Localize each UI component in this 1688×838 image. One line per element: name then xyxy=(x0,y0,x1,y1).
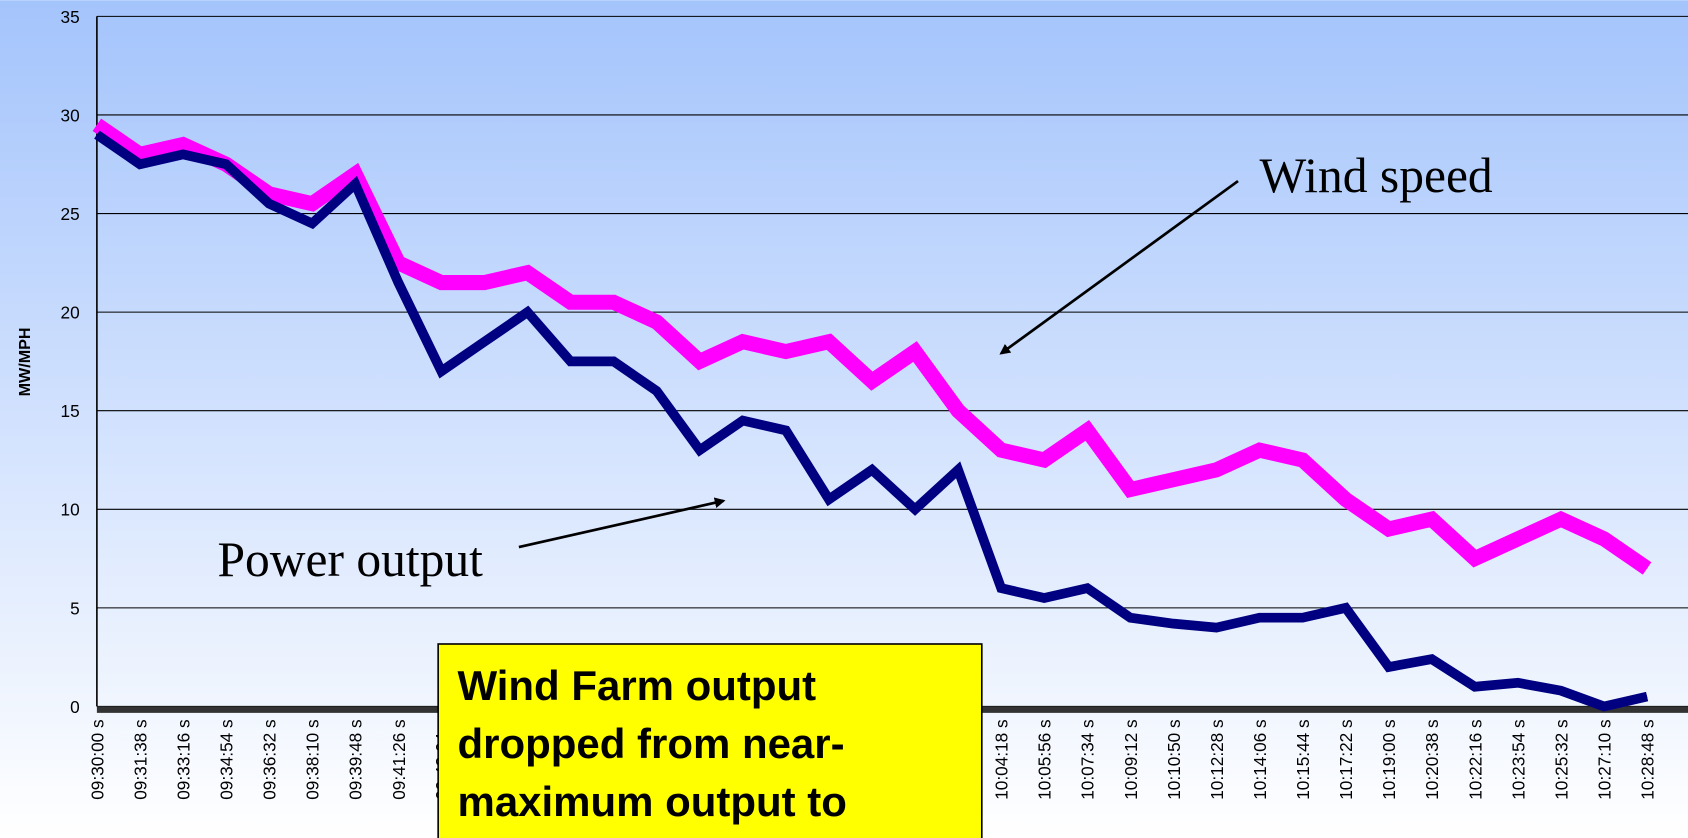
x-tick-label: 10:05:56 s xyxy=(1035,719,1055,799)
x-tick-label: 10:20:38 s xyxy=(1422,719,1442,799)
x-tick-label: 10:07:34 s xyxy=(1078,719,1098,799)
x-tick-label: 10:27:10 s xyxy=(1594,719,1614,799)
x-tick-label: 10:14:06 s xyxy=(1250,719,1270,799)
arrow xyxy=(518,497,726,549)
y-tick-label: 5 xyxy=(70,598,80,618)
annotations: Wind speed Power output xyxy=(217,148,1492,587)
x-tick-label: 09:33:16 s xyxy=(173,719,193,799)
x-tick-label: 09:34:54 s xyxy=(217,719,237,799)
x-tick-label: 10:17:22 s xyxy=(1336,719,1356,799)
x-tick-label: 09:38:10 s xyxy=(303,719,323,799)
x-tick-label: 10:22:16 s xyxy=(1465,719,1485,799)
annotation: Power output xyxy=(217,532,483,587)
series-line-core xyxy=(95,123,1649,570)
x-tick-label: 09:31:38 s xyxy=(130,719,150,799)
y-tick-label: 0 xyxy=(70,697,80,717)
x-tick-label: 09:30:00 s xyxy=(87,719,107,799)
y-tick-label: 30 xyxy=(61,105,80,125)
x-tick-label: 10:12:28 s xyxy=(1207,719,1227,799)
arrow xyxy=(999,179,1239,355)
y-axis-label: MW/MPH xyxy=(16,327,34,396)
callout-text: Wind Farm output xyxy=(458,662,817,709)
callout-text: dropped from near- xyxy=(458,720,845,767)
x-tick-label: 10:28:48 s xyxy=(1638,719,1658,799)
x-tick-label: 10:25:32 s xyxy=(1551,719,1571,799)
x-tick-label: 10:19:00 s xyxy=(1379,719,1399,799)
x-tick-label: 10:10:50 s xyxy=(1164,719,1184,799)
callout-text: maximum output to xyxy=(458,778,847,825)
y-tick-label: 25 xyxy=(61,204,80,224)
x-tick-label: 10:15:44 s xyxy=(1293,719,1313,799)
x-tick-label: 10:23:54 s xyxy=(1508,719,1528,799)
y-tick-label: 35 xyxy=(61,7,80,27)
y-tick-label: 10 xyxy=(61,500,80,520)
annotation: Wind speed xyxy=(1260,148,1493,203)
y-tick-label: 20 xyxy=(61,303,80,323)
x-tick-label: 09:41:26 s xyxy=(389,719,409,799)
x-tick-label: 09:39:48 s xyxy=(346,719,366,799)
x-tick-label: 09:36:32 s xyxy=(260,719,280,799)
series-line-core xyxy=(95,133,1648,709)
y-tick-label: 15 xyxy=(61,401,80,421)
x-tick-label: 10:04:18 s xyxy=(992,719,1012,799)
x-tick-label: 10:09:12 s xyxy=(1121,719,1141,799)
callout-box xyxy=(437,643,983,838)
